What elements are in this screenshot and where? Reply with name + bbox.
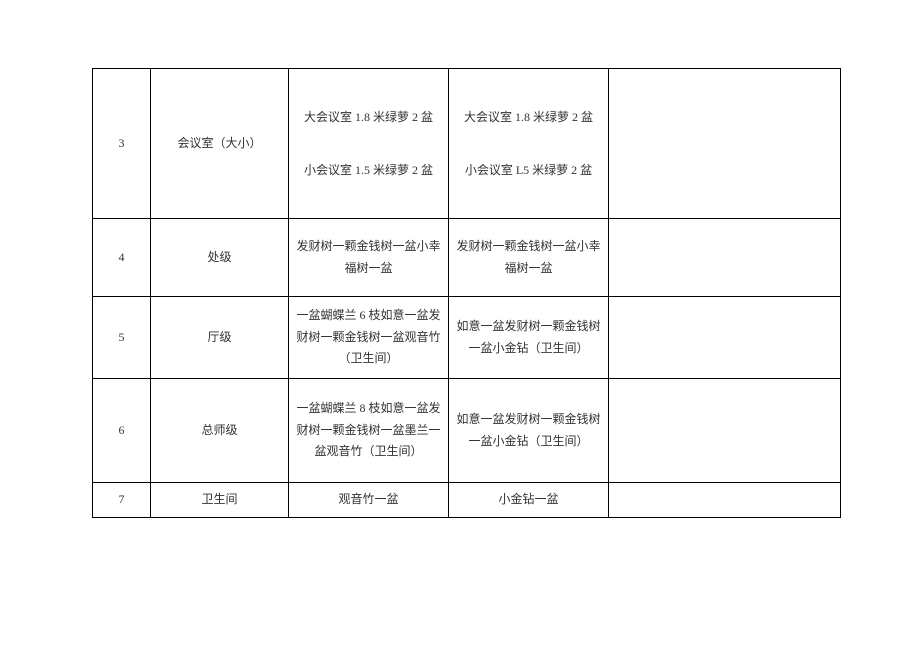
plant-table: 3 会议室（大小） 大会议室 1.8 米绿萝 2 盆 小会议室 1.5 米绿萝 … [92, 68, 841, 518]
table-row: 7 卫生间 观音竹一盆 小金钻一盆 [93, 483, 841, 518]
row-col4: 如意一盆发财树一颗金钱树一盆小金钻（卫生间） [449, 379, 609, 483]
table-container: 3 会议室（大小） 大会议室 1.8 米绿萝 2 盆 小会议室 1.5 米绿萝 … [92, 68, 840, 518]
row-number: 6 [93, 379, 151, 483]
table-row: 3 会议室（大小） 大会议室 1.8 米绿萝 2 盆 小会议室 1.5 米绿萝 … [93, 69, 841, 219]
row-number: 7 [93, 483, 151, 518]
cell-line: 大会议室 1.8 米绿萝 2 盆 [295, 104, 442, 130]
row-name: 会议室（大小） [151, 69, 289, 219]
cell-line: 小会议室 1.5 米绿萝 2 盆 [295, 157, 442, 183]
row-col3: 发财树一颗金钱树一盆小幸福树一盆 [289, 219, 449, 297]
row-col5 [609, 379, 841, 483]
row-col5 [609, 297, 841, 379]
row-number: 3 [93, 69, 151, 219]
row-name: 卫生间 [151, 483, 289, 518]
row-col4: 小金钻一盆 [449, 483, 609, 518]
table-row: 6 总师级 一盆蝴蝶兰 8 枝如意一盆发财树一颗金钱树一盆墨兰一盆观音竹（卫生间… [93, 379, 841, 483]
row-number: 5 [93, 297, 151, 379]
row-number: 4 [93, 219, 151, 297]
row-col4: 如意一盆发财树一颗金钱树一盆小金钻（卫生间） [449, 297, 609, 379]
row-col3: 观音竹一盆 [289, 483, 449, 518]
row-col4: 发财树一颗金钱树一盆小幸福树一盆 [449, 219, 609, 297]
row-name: 总师级 [151, 379, 289, 483]
row-col4: 大会议室 1.8 米绿萝 2 盆 小会议室 L5 米绿萝 2 盆 [449, 69, 609, 219]
table-row: 5 厅级 一盆蝴蝶兰 6 枝如意一盆发财树一颗金钱树一盆观音竹（卫生间） 如意一… [93, 297, 841, 379]
cell-line: 大会议室 1.8 米绿萝 2 盆 [455, 104, 602, 130]
row-col3: 大会议室 1.8 米绿萝 2 盆 小会议室 1.5 米绿萝 2 盆 [289, 69, 449, 219]
row-name: 处级 [151, 219, 289, 297]
row-col3: 一盆蝴蝶兰 6 枝如意一盆发财树一颗金钱树一盆观音竹（卫生间） [289, 297, 449, 379]
row-col5 [609, 69, 841, 219]
row-col5 [609, 219, 841, 297]
cell-line: 小会议室 L5 米绿萝 2 盆 [455, 157, 602, 183]
row-col5 [609, 483, 841, 518]
table-row: 4 处级 发财树一颗金钱树一盆小幸福树一盆 发财树一颗金钱树一盆小幸福树一盆 [93, 219, 841, 297]
row-col3: 一盆蝴蝶兰 8 枝如意一盆发财树一颗金钱树一盆墨兰一盆观音竹（卫生间） [289, 379, 449, 483]
row-name: 厅级 [151, 297, 289, 379]
